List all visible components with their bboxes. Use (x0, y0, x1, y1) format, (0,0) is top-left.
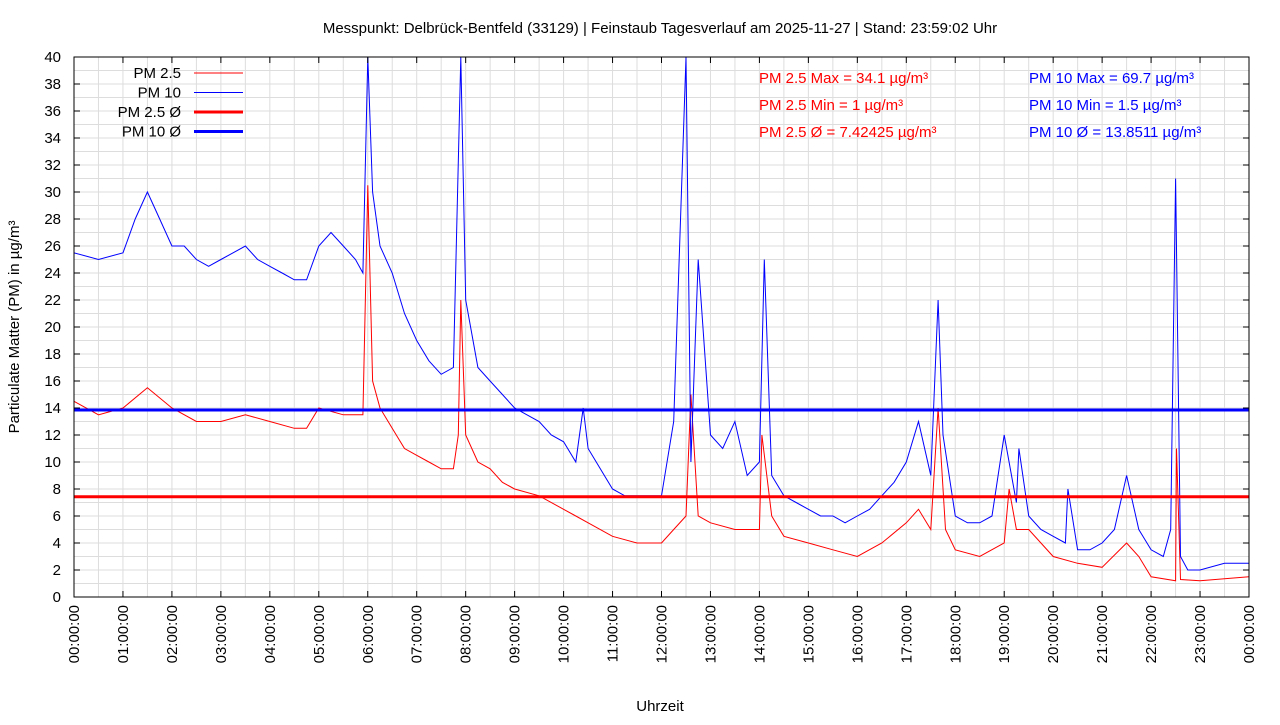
legend-label: PM 2.5 Ø (118, 104, 182, 121)
x-tick-label: 15:00:00 (800, 605, 817, 663)
x-tick-label: 00:00:00 (66, 605, 83, 663)
y-tick-label: 16 (44, 373, 61, 390)
pm25-min: PM 2.5 Min = 1 µg/m³ (759, 97, 903, 114)
x-tick-label: 04:00:00 (262, 605, 279, 663)
series-layer (74, 57, 1249, 582)
y-tick-label: 38 (44, 76, 61, 93)
pm25-avg: PM 2.5 Ø = 7.42425 µg/m³ (759, 124, 936, 141)
x-tick-label: 07:00:00 (409, 605, 426, 663)
x-tick-label: 05:00:00 (311, 605, 328, 663)
y-tick-label: 40 (44, 49, 61, 66)
x-axis: 00:00:00 01:00:00 02:00:00 03:00:00 04:00:00… (66, 57, 1258, 663)
x-tick-label: 12:00:00 (654, 605, 671, 663)
series-line-pm-2-5 (74, 185, 1249, 582)
x-tick-label: 17:00:00 (898, 605, 915, 663)
x-tick-label: 08:00:00 (458, 605, 475, 663)
y-tick-label: 24 (44, 265, 61, 282)
chart-title: Messpunkt: Delbrück-Bentfeld (33129) | F… (323, 20, 997, 37)
x-tick-label: 11:00:00 (605, 605, 622, 662)
x-tick-label: 02:00:00 (164, 605, 181, 663)
y-tick-label: 10 (44, 454, 61, 471)
y-tick-label: 22 (44, 292, 61, 309)
x-tick-label: 13:00:00 (702, 605, 719, 663)
y-tick-label: 34 (44, 130, 61, 147)
legend-label: PM 10 (138, 85, 181, 102)
y-axis-label: Particulate Matter (PM) in µg/m³ (6, 221, 23, 434)
y-tick-label: 2 (53, 562, 61, 579)
y-tick-label: 6 (53, 508, 61, 525)
x-tick-label: 16:00:00 (849, 605, 866, 663)
x-tick-label: 19:00:00 (996, 605, 1013, 663)
y-tick-label: 18 (44, 346, 61, 363)
x-tick-label: 06:00:00 (360, 605, 377, 663)
x-tick-label: 00:00:00 (1241, 605, 1258, 663)
pm10-stats: PM 10 Max = 69.7 µg/m³ PM 10 Min = 1.5 µ… (1029, 70, 1201, 141)
grid (73, 56, 1250, 598)
x-axis-label: Uhrzeit (636, 698, 684, 715)
y-tick-label: 0 (53, 589, 61, 606)
pm10-avg: PM 10 Ø = 13.8511 µg/m³ (1029, 124, 1201, 141)
y-tick-label: 36 (44, 103, 61, 120)
y-tick-label: 4 (53, 535, 61, 552)
y-tick-label: 8 (53, 481, 61, 498)
x-tick-label: 23:00:00 (1192, 605, 1209, 663)
x-tick-label: 10:00:00 (556, 605, 573, 663)
legend-label: PM 2.5 (133, 65, 181, 82)
y-tick-label: 26 (44, 238, 61, 255)
x-tick-label: 18:00:00 (947, 605, 964, 663)
x-tick-label: 21:00:00 (1094, 605, 1111, 663)
y-tick-label: 32 (44, 157, 61, 174)
x-tick-label: 22:00:00 (1143, 605, 1160, 663)
y-tick-label: 14 (44, 400, 61, 417)
x-tick-label: 01:00:00 (115, 605, 132, 663)
y-tick-label: 30 (44, 184, 61, 201)
legend-label: PM 10 Ø (122, 124, 182, 141)
pm10-max: PM 10 Max = 69.7 µg/m³ (1029, 70, 1194, 87)
series-line-pm-10 (74, 57, 1249, 571)
legend: PM 2.5 PM 10 PM 2.5 Ø PM 10 Ø (118, 65, 243, 141)
x-tick-label: 14:00:00 (751, 605, 768, 663)
y-tick-label: 20 (44, 319, 61, 336)
x-tick-label: 09:00:00 (507, 605, 524, 663)
y-tick-label: 28 (44, 211, 61, 228)
pm25-max: PM 2.5 Max = 34.1 µg/m³ (759, 70, 928, 87)
pm25-stats: PM 2.5 Max = 34.1 µg/m³ PM 2.5 Min = 1 µ… (759, 70, 936, 141)
x-tick-label: 03:00:00 (213, 605, 230, 663)
x-tick-label: 20:00:00 (1045, 605, 1062, 663)
y-tick-label: 12 (44, 427, 61, 444)
pm10-min: PM 10 Min = 1.5 µg/m³ (1029, 97, 1181, 114)
